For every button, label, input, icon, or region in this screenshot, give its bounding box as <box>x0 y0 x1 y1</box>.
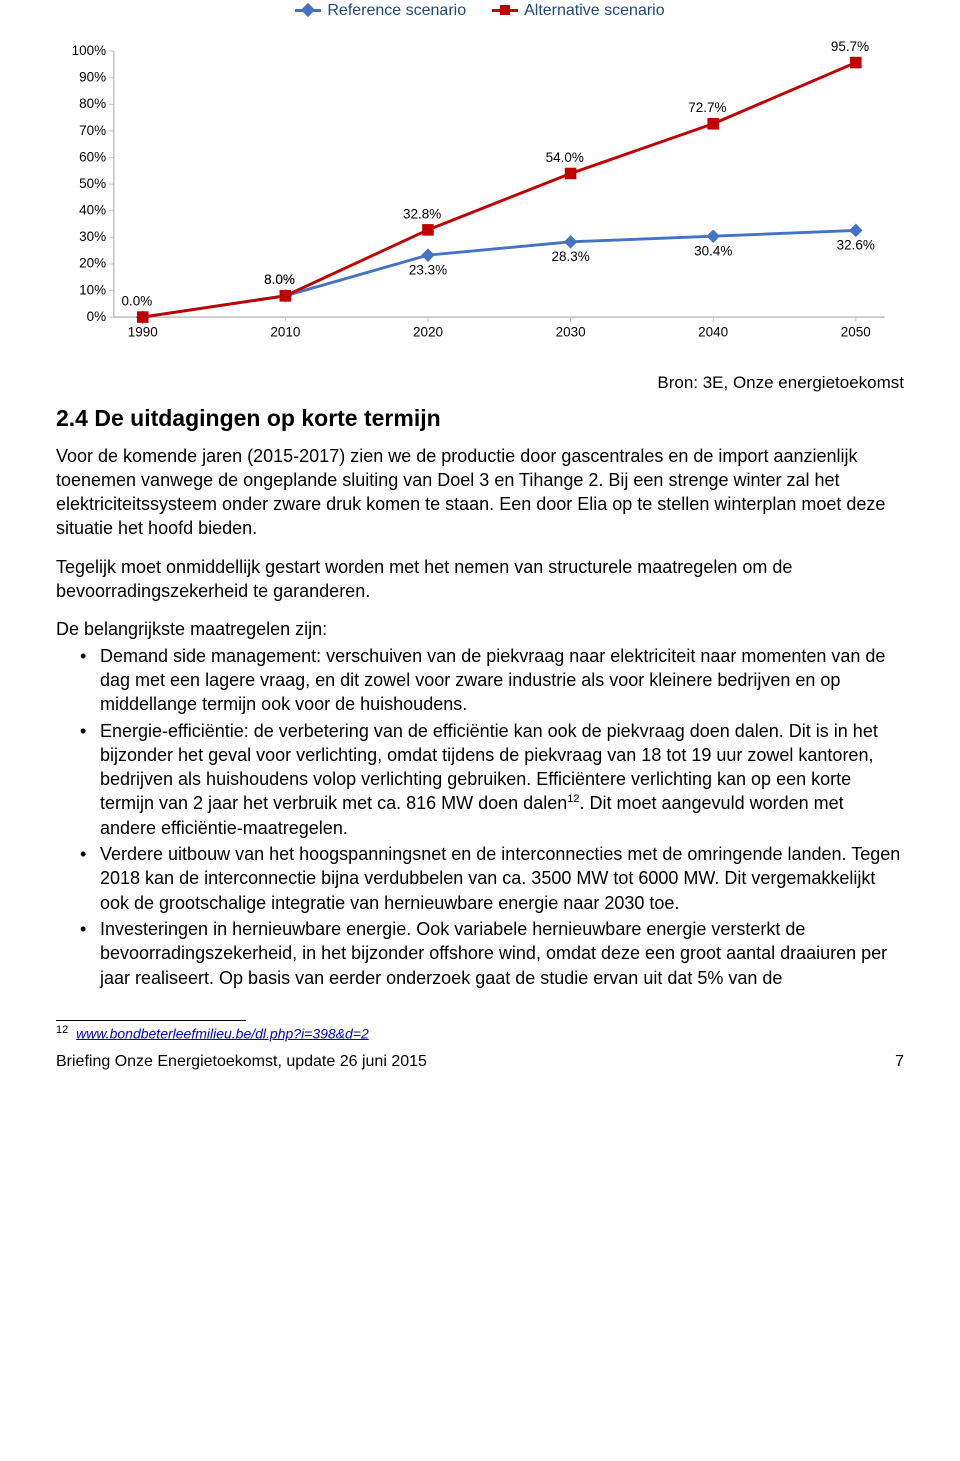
svg-text:40%: 40% <box>79 202 106 217</box>
svg-text:32.6%: 32.6% <box>837 237 875 252</box>
svg-text:50%: 50% <box>79 176 106 191</box>
svg-text:8.0%: 8.0% <box>264 272 295 287</box>
svg-text:32.8%: 32.8% <box>403 206 441 221</box>
footnote-number: 12 <box>56 1024 68 1036</box>
footnote-rule <box>56 1020 246 1021</box>
svg-text:23.3%: 23.3% <box>409 262 447 277</box>
svg-text:100%: 100% <box>72 43 107 58</box>
list-item: Demand side management: verschuiven van … <box>100 644 904 717</box>
paragraph-2: Tegelijk moet onmiddellijk gestart worde… <box>56 555 904 604</box>
footnote-link[interactable]: www.bondbeterleefmilieu.be/dl.php?i=398&… <box>76 1025 369 1041</box>
svg-text:28.3%: 28.3% <box>551 249 589 264</box>
bullets-intro: De belangrijkste maatregelen zijn: <box>56 617 904 641</box>
svg-text:20%: 20% <box>79 255 106 270</box>
svg-text:30%: 30% <box>79 229 106 244</box>
paragraph-1: Voor de komende jaren (2015-2017) zien w… <box>56 444 904 541</box>
section-heading: 2.4 De uitdagingen op korte termijn <box>56 403 904 434</box>
svg-text:30.4%: 30.4% <box>694 243 732 258</box>
list-item: Verdere uitbouw van het hoogspanningsnet… <box>100 842 904 915</box>
svg-text:2040: 2040 <box>698 324 728 339</box>
legend-reference-label: Reference scenario <box>327 0 466 22</box>
svg-text:2030: 2030 <box>556 324 586 339</box>
footnote: 12 www.bondbeterleefmilieu.be/dl.php?i=3… <box>56 1023 904 1044</box>
legend-alternative-label: Alternative scenario <box>524 0 665 22</box>
svg-text:1990: 1990 <box>128 324 158 339</box>
list-item: Investeringen in hernieuwbare energie. O… <box>100 917 904 990</box>
svg-text:72.7%: 72.7% <box>688 100 726 115</box>
svg-text:95.7%: 95.7% <box>831 39 869 54</box>
svg-text:90%: 90% <box>79 69 106 84</box>
svg-text:0.0%: 0.0% <box>122 293 153 308</box>
svg-text:0%: 0% <box>87 309 107 324</box>
line-chart-svg: 0% 10% 20% 30% 40% 50% 60% 70% 80% 90% 100% 1990 201… <box>56 28 904 346</box>
svg-text:54.0%: 54.0% <box>546 150 584 165</box>
svg-text:60%: 60% <box>79 149 106 164</box>
svg-text:2010: 2010 <box>270 324 300 339</box>
svg-text:2050: 2050 <box>841 324 871 339</box>
svg-text:70%: 70% <box>79 122 106 137</box>
svg-text:10%: 10% <box>79 282 106 297</box>
chart-container: Reference scenario Alternative scenario … <box>56 0 904 354</box>
list-item: Energie-efficiëntie: de verbetering van … <box>100 719 904 840</box>
legend-alternative: Alternative scenario <box>492 0 665 22</box>
svg-text:2020: 2020 <box>413 324 443 339</box>
footer-title: Briefing Onze Energietoekomst, update 26… <box>56 1051 427 1073</box>
chart-legend: Reference scenario Alternative scenario <box>56 0 904 22</box>
legend-reference: Reference scenario <box>295 0 466 22</box>
footer-page-number: 7 <box>895 1051 904 1073</box>
svg-text:80%: 80% <box>79 96 106 111</box>
chart-source: Bron: 3E, Onze energietoekomst <box>56 372 904 395</box>
bullets-list: Demand side management: verschuiven van … <box>56 644 904 990</box>
page-footer: Briefing Onze Energietoekomst, update 26… <box>56 1051 904 1073</box>
